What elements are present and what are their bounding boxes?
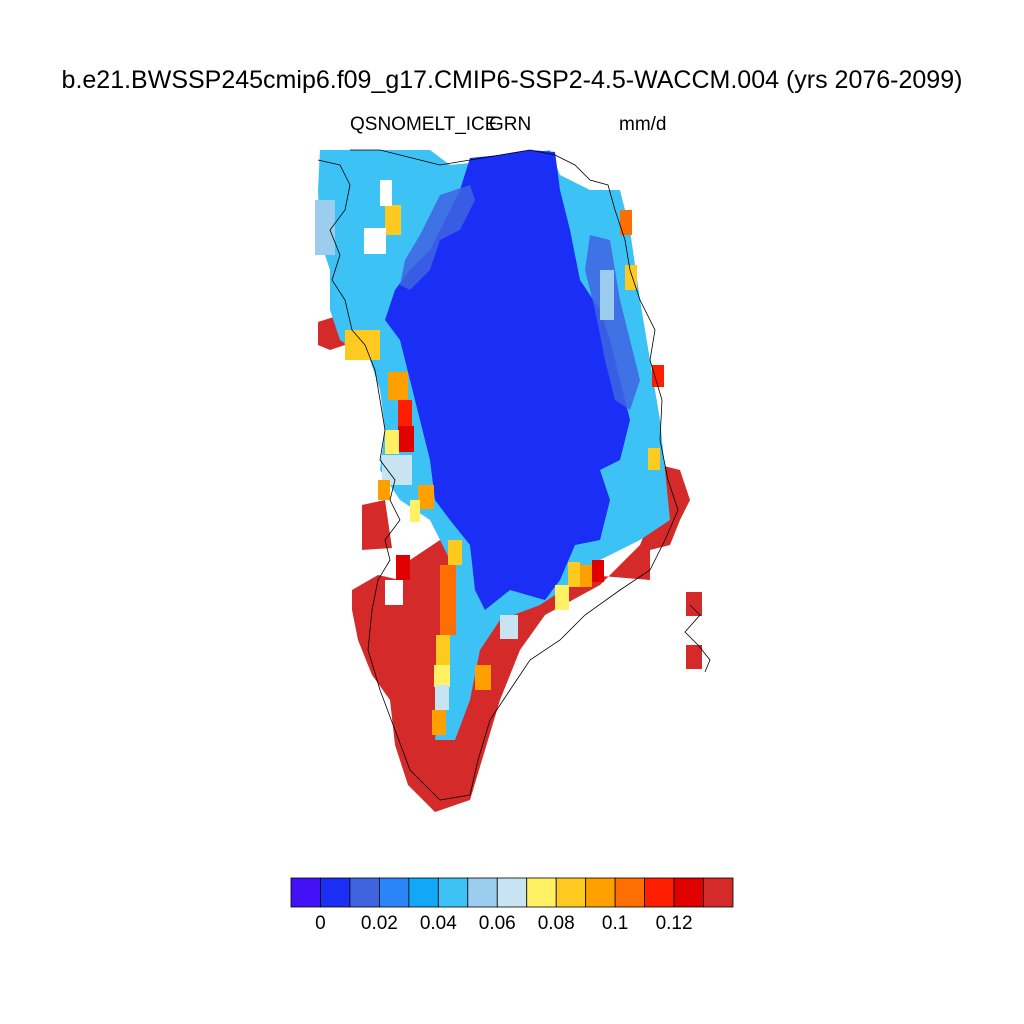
island-coastline bbox=[684, 604, 711, 673]
colorbar-swatch bbox=[673, 877, 704, 908]
colorbar-tick-label: 0.1 bbox=[601, 913, 629, 934]
cell bbox=[435, 685, 449, 710]
colorbar-swatch bbox=[555, 877, 587, 908]
melt-zone-west-2 bbox=[362, 500, 392, 550]
colorbar-swatch bbox=[408, 877, 439, 908]
ice-core bbox=[385, 150, 630, 610]
cell bbox=[434, 665, 450, 687]
colorbar-tick-label: 0 bbox=[315, 913, 326, 934]
cell bbox=[600, 270, 614, 320]
colorbar-tick-label: 0.06 bbox=[478, 913, 516, 934]
colorbar-tick-label: 0.02 bbox=[360, 913, 398, 934]
cell bbox=[315, 200, 335, 255]
colorbar-swatch bbox=[614, 877, 646, 908]
cell bbox=[568, 562, 580, 587]
cell bbox=[364, 228, 386, 254]
ice-edge-2 bbox=[585, 235, 640, 410]
cell bbox=[592, 560, 604, 582]
cell bbox=[398, 426, 414, 452]
cell bbox=[580, 565, 592, 587]
colorbar-swatch bbox=[703, 877, 734, 908]
colorbar-swatch bbox=[585, 877, 616, 908]
ice-edge bbox=[400, 185, 475, 290]
cell bbox=[652, 365, 664, 387]
region-label: GRN bbox=[489, 114, 532, 135]
variable-label: QSNOMELT_ICE bbox=[350, 114, 498, 135]
cell bbox=[625, 265, 637, 290]
cell bbox=[620, 210, 632, 235]
cell bbox=[410, 500, 420, 522]
cell bbox=[385, 205, 401, 235]
cell bbox=[648, 448, 660, 470]
cell bbox=[378, 480, 390, 500]
cell bbox=[448, 540, 462, 565]
colorbar-swatch bbox=[467, 877, 498, 908]
island-cell bbox=[686, 592, 702, 616]
colorbar-swatch bbox=[496, 877, 528, 908]
cell bbox=[385, 430, 399, 454]
cell bbox=[388, 372, 408, 400]
colorbar-tick-label: 0.04 bbox=[419, 913, 457, 934]
colorbar-swatch bbox=[320, 877, 351, 908]
colorbar-tick-label: 0.12 bbox=[655, 913, 693, 934]
coastline bbox=[317, 149, 679, 801]
colorbar-swatch bbox=[644, 877, 675, 908]
melt-grid bbox=[315, 150, 702, 812]
cell bbox=[500, 615, 518, 639]
cell bbox=[385, 580, 403, 605]
colorbar-swatch bbox=[349, 877, 380, 908]
colorbar-swatch bbox=[378, 877, 410, 908]
colorbar-swatch bbox=[526, 877, 557, 908]
cell bbox=[398, 400, 412, 426]
cell bbox=[380, 180, 392, 206]
cell bbox=[432, 710, 446, 735]
island-cell bbox=[686, 645, 702, 669]
units-label: mm/d bbox=[619, 114, 667, 135]
cell bbox=[440, 565, 456, 635]
figure-title: b.e21.BWSSP245cmip6.f09_g17.CMIP6-SSP2-4… bbox=[61, 66, 963, 94]
colorbar-tick-label: 0.08 bbox=[537, 913, 575, 934]
cell bbox=[345, 330, 380, 360]
cell bbox=[418, 485, 434, 509]
colorbar-swatch bbox=[437, 877, 469, 908]
cell bbox=[436, 635, 450, 665]
colorbar-swatch bbox=[290, 877, 321, 908]
cell bbox=[555, 585, 569, 610]
cell bbox=[475, 665, 491, 690]
cell bbox=[396, 555, 410, 580]
